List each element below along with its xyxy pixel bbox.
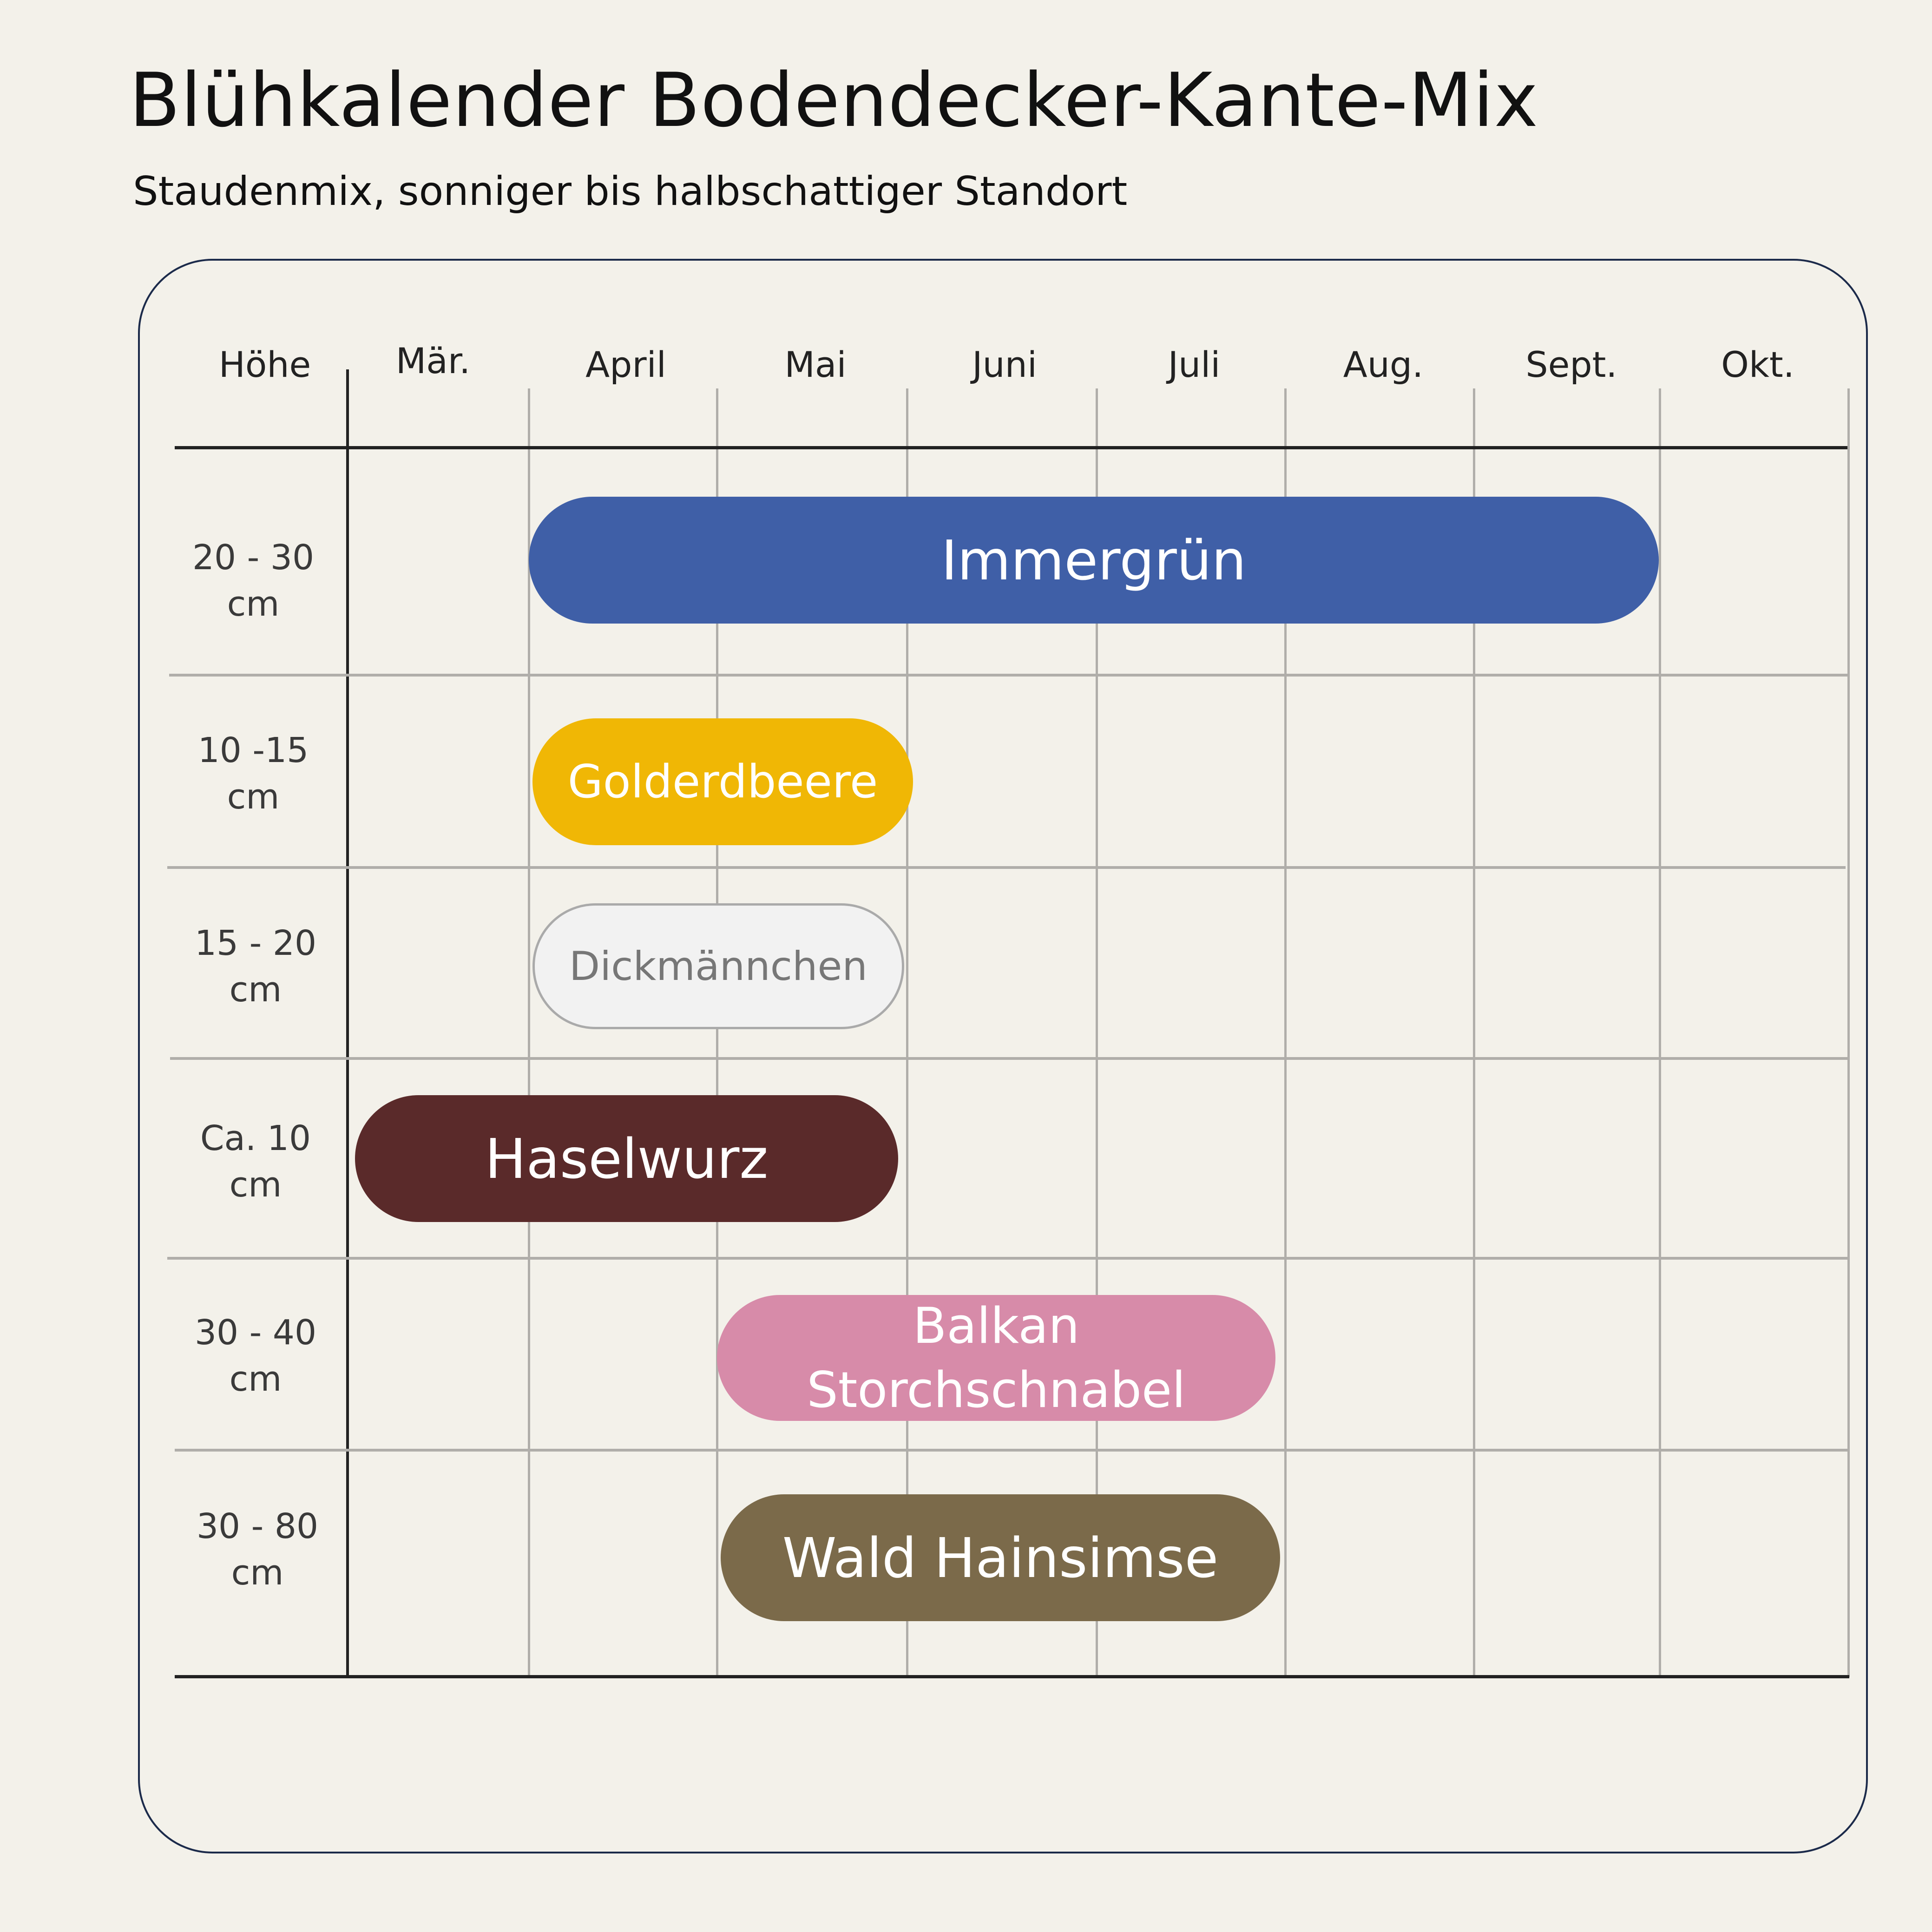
height-column-divider xyxy=(346,369,349,1677)
height-unit: cm xyxy=(229,970,282,1010)
row-height-label: 30 - 80 cm xyxy=(174,1503,341,1596)
row-height-label: 10 -15 cm xyxy=(170,727,337,820)
header-rule xyxy=(175,446,1847,449)
grid-line-vertical xyxy=(906,388,908,1677)
height-value: 15 - 20 xyxy=(194,923,317,963)
row-divider xyxy=(170,1057,1847,1060)
grid-line-vertical xyxy=(1096,388,1098,1677)
height-value: 30 - 40 xyxy=(194,1313,317,1353)
month-header: Mai xyxy=(784,344,847,385)
row-height-label: 20 - 30 cm xyxy=(170,534,337,627)
grid-line-vertical xyxy=(716,388,718,1677)
height-value: 30 - 80 xyxy=(196,1506,319,1546)
height-unit: cm xyxy=(229,1165,282,1205)
month-header: Aug. xyxy=(1343,344,1424,385)
row-divider xyxy=(167,866,1846,869)
month-header: Okt. xyxy=(1721,344,1794,385)
month-header: Mär. xyxy=(395,340,471,381)
chart-subtitle: Staudenmix, sonniger bis halbschattiger … xyxy=(133,168,1128,215)
height-value: Ca. 10 xyxy=(200,1118,311,1158)
height-value: 20 - 30 xyxy=(192,538,315,578)
month-header: Juli xyxy=(1168,344,1221,385)
grid-line-vertical xyxy=(1847,388,1850,1677)
month-header: April xyxy=(585,344,666,385)
row-divider xyxy=(175,1449,1847,1452)
bar-label: Balkan xyxy=(913,1297,1080,1354)
grid-line-vertical xyxy=(1659,388,1661,1677)
column-header-height: Höhe xyxy=(218,344,311,385)
bar-label-line2: Storchschnabel xyxy=(807,1361,1186,1419)
bloom-bar-immergruen: Immergrün xyxy=(529,497,1659,624)
bloom-bar-dickmaennchen: Dickmännchen xyxy=(532,903,904,1029)
grid-line-vertical xyxy=(1473,388,1475,1677)
month-header: Juni xyxy=(972,344,1037,385)
chart-title: Blühkalender Bodendecker-Kante-Mix xyxy=(129,57,1539,144)
height-value: 10 -15 xyxy=(197,730,309,770)
bloom-bar-golderdbeere: Golderdbeere xyxy=(532,718,913,845)
bar-label: Dickmännchen xyxy=(569,943,867,990)
row-divider xyxy=(167,1257,1847,1260)
bar-label: Immergrün xyxy=(941,528,1247,592)
row-height-label: 15 - 20 cm xyxy=(172,920,339,1013)
grid-line-vertical xyxy=(1284,388,1287,1677)
bloom-bar-balkan-storchschnabel: Balkan Storchschnabel xyxy=(717,1295,1275,1421)
row-divider xyxy=(169,674,1847,677)
row-height-label: 30 - 40 cm xyxy=(172,1309,339,1402)
height-unit: cm xyxy=(227,777,280,817)
month-header: Sept. xyxy=(1525,344,1617,385)
height-unit: cm xyxy=(227,584,280,624)
bloom-bar-haselwurz: Haselwurz xyxy=(355,1095,898,1222)
bottom-rule xyxy=(175,1675,1849,1678)
bar-label: Golderdbeere xyxy=(567,755,878,808)
calendar-card xyxy=(138,259,1868,1853)
bloom-bar-wald-hainsimse: Wald Hainsimse xyxy=(721,1494,1280,1621)
bar-label: Wald Hainsimse xyxy=(782,1525,1219,1590)
row-height-label: Ca. 10 cm xyxy=(172,1115,339,1208)
grid-line-vertical xyxy=(528,388,530,1677)
height-unit: cm xyxy=(231,1553,284,1593)
height-unit: cm xyxy=(229,1359,282,1399)
bar-label: Haselwurz xyxy=(485,1126,769,1191)
